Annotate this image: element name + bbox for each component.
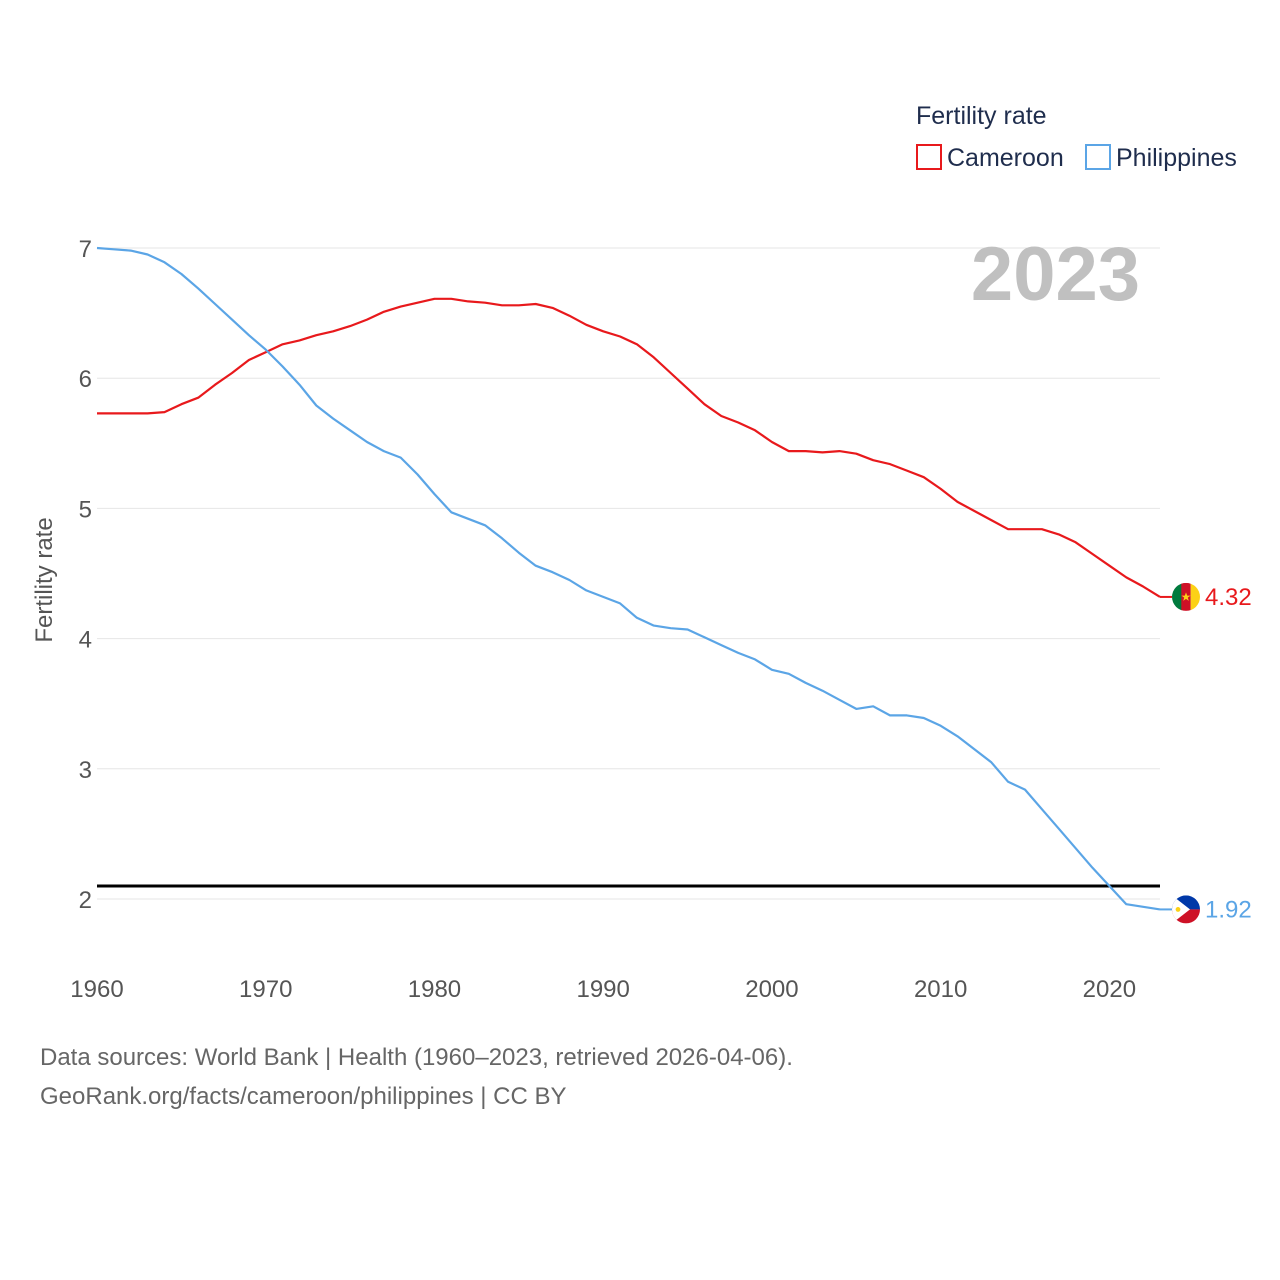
series-line-cameroon — [97, 297, 1161, 598]
year-label: 2023 — [971, 232, 1140, 317]
grid-lines — [97, 247, 1160, 900]
y-tick-label: 5 — [79, 496, 92, 523]
x-tick-label: 1980 — [408, 976, 461, 1003]
legend-title: Fertility rate — [916, 102, 1047, 130]
x-tick-label: 2000 — [745, 976, 798, 1003]
legend-swatch-cameroon — [916, 144, 942, 170]
end-markers — [1160, 595, 1172, 911]
y-axis-ticks: 2 3 4 5 6 7 — [79, 236, 92, 914]
legend-swatch-philippines — [1085, 144, 1111, 170]
x-tick-label: 2020 — [1083, 976, 1136, 1003]
series-line-philippines — [96, 246, 1161, 911]
legend-label-cameroon: Cameroon — [947, 144, 1064, 172]
end-value-cameroon: 4.32 — [1205, 584, 1252, 611]
cameroon-flag-icon — [1172, 582, 1200, 611]
y-tick-label: 2 — [79, 887, 92, 914]
x-axis-ticks: 1960 1970 1980 1990 2000 2010 2020 — [70, 976, 1136, 1003]
x-tick-label: 1970 — [239, 976, 292, 1003]
footer-source: Data sources: World Bank | Health (1960–… — [40, 1044, 793, 1071]
y-tick-label: 6 — [79, 366, 92, 393]
end-value-philippines: 1.92 — [1205, 896, 1252, 923]
footer-link: GeoRank.org/facts/cameroon/philippines |… — [40, 1083, 567, 1110]
series-lines — [96, 246, 1161, 911]
y-tick-label: 7 — [79, 236, 92, 263]
y-tick-label: 3 — [79, 757, 92, 784]
x-tick-label: 2010 — [914, 976, 967, 1003]
x-tick-label: 1960 — [70, 976, 123, 1003]
y-axis-label: Fertility rate — [31, 517, 58, 642]
x-tick-label: 1990 — [576, 976, 629, 1003]
y-tick-label: 4 — [79, 627, 92, 654]
legend-label-philippines: Philippines — [1116, 144, 1237, 172]
legend: Fertility rate Cameroon Philippines — [916, 102, 1237, 172]
philippines-flag-icon — [1172, 895, 1200, 924]
